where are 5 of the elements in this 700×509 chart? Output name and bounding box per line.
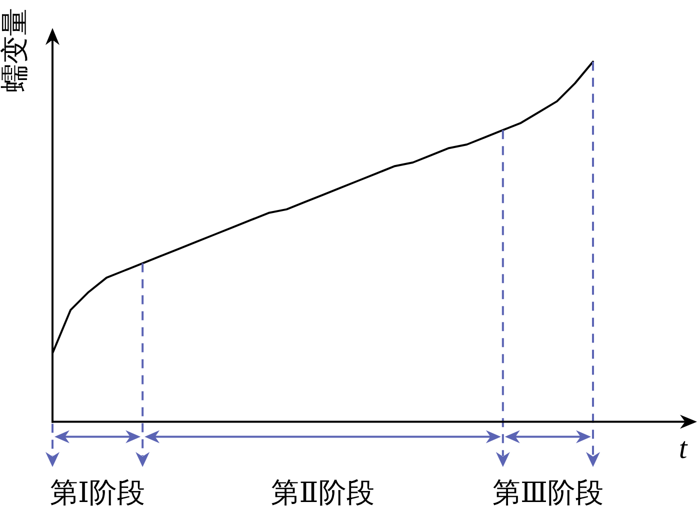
annotation: 第Ⅲ阶段 [492, 478, 604, 509]
annotation: 第Ⅰ阶段 [50, 478, 146, 509]
annotation: 第Ⅱ阶段 [271, 478, 374, 509]
ylabel: 蠕变量 [0, 8, 31, 92]
xlabel: t [678, 432, 688, 465]
